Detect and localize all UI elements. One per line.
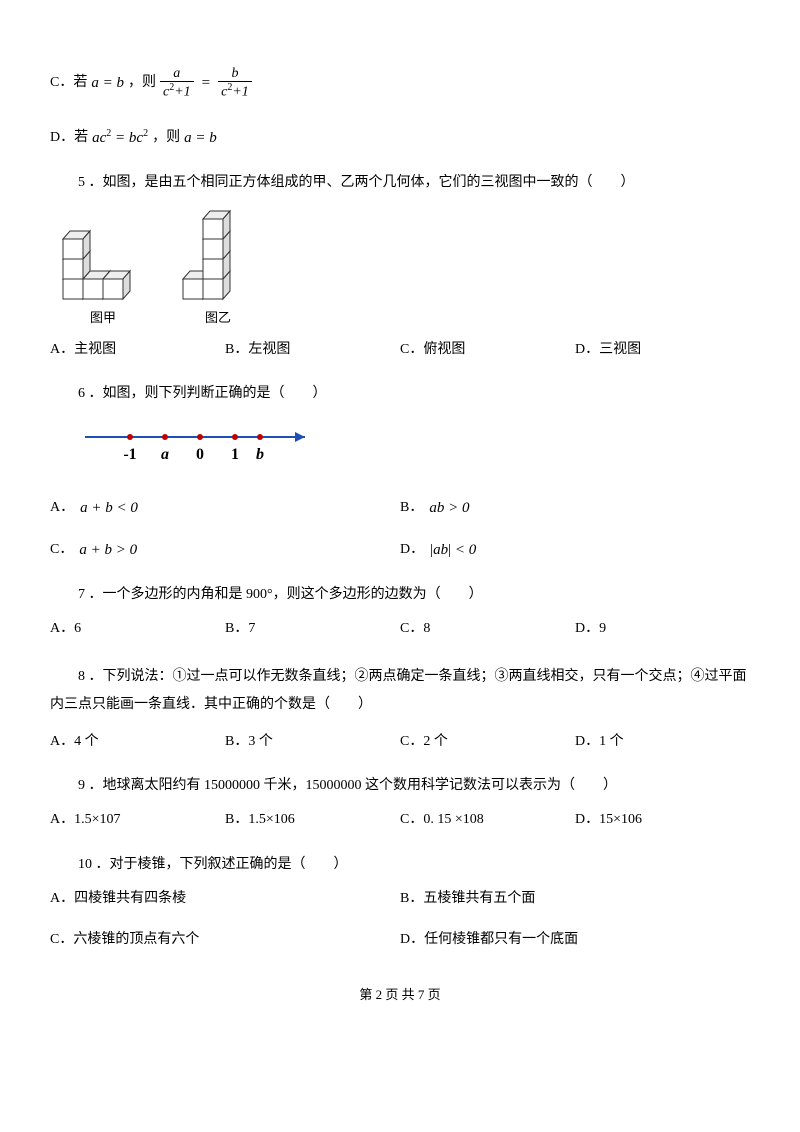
option-c-cond: a = b (91, 71, 124, 95)
option-d-cond: ac2 = bc2 (92, 126, 148, 150)
q7-opt-c: C．8 (400, 618, 575, 640)
figure-yi-label: 图乙 (205, 308, 231, 329)
q6-opt-d: D． |ab| < 0 (400, 538, 750, 562)
q6-stem: 6 ．如图，则下列判断正确的是（ ） (50, 383, 750, 405)
q6-opt-d-math: |ab| < 0 (430, 538, 476, 562)
q10-opt-b: B．五棱锥共有五个面 (400, 888, 750, 910)
q6-opt-b: B． ab > 0 (400, 496, 750, 520)
q6-opt-b-label: B． (400, 497, 423, 519)
q6-numberline: -1 a 0 1 b (80, 419, 750, 477)
q5-opt-a: A．主视图 (50, 339, 225, 361)
option-d: D．若 ac2 = bc2 ，则 a = b (50, 126, 750, 150)
q6-opt-a-label: A． (50, 497, 74, 519)
q9-options: A．1.5×107 B．1.5×106 C．0. 15 ×108 D．15×10… (50, 809, 750, 831)
q10-options-row1: A．四棱锥共有四条棱 B．五棱锥共有五个面 (50, 888, 750, 910)
q7-opt-a: A．6 (50, 618, 225, 640)
cube-jia-svg (58, 209, 148, 304)
q7-opt-b: B．7 (225, 618, 400, 640)
q10-options-row2: C．六棱锥的顶点有六个 D．任何棱锥都只有一个底面 (50, 929, 750, 951)
q5-options: A．主视图 B．左视图 C．俯视图 D．三视图 (50, 339, 750, 361)
cube-yi-svg (178, 209, 258, 304)
fraction-rhs: b c2+1 (218, 66, 252, 100)
q6-opt-d-label: D． (400, 539, 424, 561)
equals-sign: = (202, 71, 210, 95)
fraction-lhs: a c2+1 (160, 66, 194, 100)
q8-opt-a: A．4 个 (50, 731, 225, 753)
q9-opt-b: B．1.5×106 (225, 809, 400, 831)
q7-opt-d: D．9 (575, 618, 750, 640)
q5-stem: 5 ．如图，是由五个相同正方体组成的甲、乙两个几何体，它们的三视图中一致的（ ） (50, 172, 750, 194)
figure-jia-label: 图甲 (90, 308, 116, 329)
option-d-mid: ，则 (152, 127, 180, 149)
q6-opt-c-label: C． (50, 539, 73, 561)
option-c-mid: ，则 (128, 72, 156, 94)
q5-opt-d: D．三视图 (575, 339, 750, 361)
q10-opt-c: C．六棱锥的顶点有六个 (50, 929, 400, 951)
option-d-prefix: D．若 (50, 127, 88, 149)
q9-stem: 9 ．地球离太阳约有 15000000 千米，15000000 这个数用科学记数… (50, 775, 750, 797)
q8-options: A．4 个 B．3 个 C．2 个 D．1 个 (50, 731, 750, 753)
q6-opt-c-math: a + b > 0 (79, 538, 137, 562)
option-d-concl: a = b (184, 126, 217, 150)
page-footer: 第 2 页 共 7 页 (50, 985, 750, 1006)
q8-stem: 8 ．下列说法：①过一点可以作无数条直线；②两点确定一条直线；③两直线相交，只有… (50, 663, 750, 719)
q7-stem: 7 ．一个多边形的内角和是 900°，则这个多边形的边数为（ ） (50, 584, 750, 606)
frac-lhs-num: a (170, 66, 183, 81)
q6-options-row1: A． a + b < 0 B． ab > 0 (50, 496, 750, 520)
q9-opt-c: C．0. 15 ×108 (400, 809, 575, 831)
option-c-prefix: C．若 (50, 72, 87, 94)
svg-text:0: 0 (196, 446, 204, 463)
option-c: C．若 a = b ，则 a c2+1 = b c2+1 (50, 66, 750, 100)
q8-opt-d: D．1 个 (575, 731, 750, 753)
q5-opt-b: B．左视图 (225, 339, 400, 361)
svg-text:b: b (256, 446, 264, 463)
frac-rhs-den: c2+1 (218, 81, 252, 100)
q5-figures: 图甲 图乙 (58, 209, 750, 329)
svg-text:1: 1 (231, 446, 239, 463)
q10-opt-d: D．任何棱锥都只有一个底面 (400, 929, 750, 951)
q7-options: A．6 B．7 C．8 D．9 (50, 618, 750, 640)
svg-text:a: a (161, 446, 169, 463)
q9-opt-a: A．1.5×107 (50, 809, 225, 831)
q6-options-row2: C． a + b > 0 D． |ab| < 0 (50, 538, 750, 562)
figure-jia: 图甲 (58, 209, 148, 329)
svg-text:-1: -1 (123, 446, 136, 463)
frac-rhs-num: b (228, 66, 241, 81)
q6-opt-b-math: ab > 0 (429, 496, 469, 520)
figure-yi: 图乙 (178, 209, 258, 329)
q8-opt-b: B．3 个 (225, 731, 400, 753)
q10-opt-a: A．四棱锥共有四条棱 (50, 888, 400, 910)
q6-opt-a: A． a + b < 0 (50, 496, 400, 520)
q5-opt-c: C．俯视图 (400, 339, 575, 361)
q6-opt-c: C． a + b > 0 (50, 538, 400, 562)
frac-lhs-den: c2+1 (160, 81, 194, 100)
q6-opt-a-math: a + b < 0 (80, 496, 138, 520)
q8-opt-c: C．2 个 (400, 731, 575, 753)
q10-stem: 10 ．对于棱锥，下列叙述正确的是（ ） (50, 854, 750, 876)
q9-opt-d: D．15×106 (575, 809, 750, 831)
